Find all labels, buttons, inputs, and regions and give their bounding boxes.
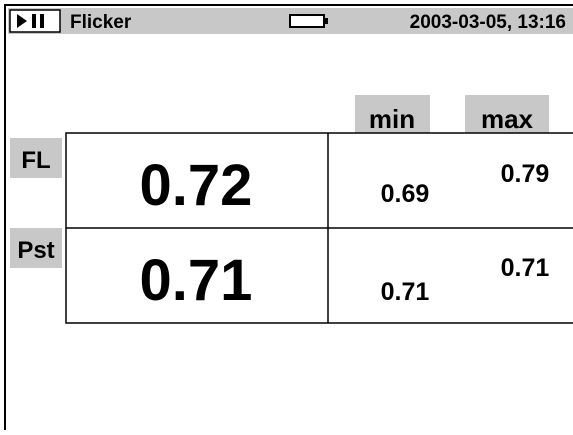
column-header-box <box>465 95 549 133</box>
run-hold-icon <box>9 9 61 33</box>
column-header: max <box>481 104 534 134</box>
play-symbol <box>17 14 27 28</box>
battery-body <box>289 14 325 28</box>
column-header-box <box>355 95 430 133</box>
pause-bar <box>32 14 36 28</box>
main-value: 0.71 <box>140 248 253 313</box>
column-header: min <box>369 104 415 134</box>
max-value: 0.79 <box>501 160 550 188</box>
date-time: 2003-03-05, 13:16 <box>410 12 566 33</box>
battery-icon <box>289 14 328 28</box>
screen-title: Flicker <box>70 12 132 33</box>
min-value: 0.71 <box>381 278 430 306</box>
row-label: Pst <box>17 237 54 264</box>
row-label-box <box>10 228 62 268</box>
max-value: 0.71 <box>501 254 550 282</box>
pause-bar <box>40 14 44 28</box>
main-value: 0.72 <box>140 153 253 218</box>
battery-tip <box>324 18 328 24</box>
row-label-box <box>10 138 62 178</box>
row-label: FL <box>21 147 50 174</box>
min-value: 0.69 <box>381 180 430 208</box>
